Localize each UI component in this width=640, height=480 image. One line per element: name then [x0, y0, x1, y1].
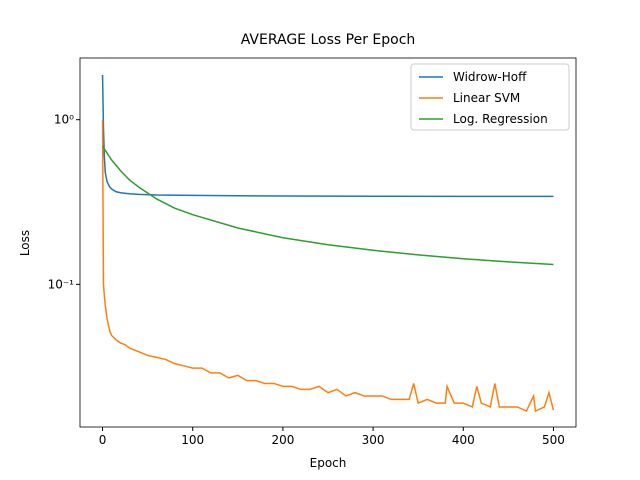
x-tick-label: 400	[452, 433, 475, 447]
x-tick-label: 300	[362, 433, 385, 447]
y-axis-label: Loss	[18, 230, 32, 256]
legend-label: Linear SVM	[453, 91, 520, 105]
y-tick-label: 10⁻¹	[48, 277, 75, 291]
line-series	[101, 119, 555, 413]
y-tick-label: 10⁰	[54, 113, 74, 127]
x-tick-label: 0	[99, 433, 107, 447]
x-tick-label: 100	[181, 433, 204, 447]
chart-title: AVERAGE Loss Per Epoch	[241, 32, 416, 48]
plot-frame	[79, 57, 577, 428]
x-tick-label: 500	[542, 433, 565, 447]
line-series	[101, 145, 554, 266]
legend-label: Widrow-Hoff	[453, 70, 527, 84]
legend-label: Log. Regression	[453, 112, 548, 126]
x-axis-label: Epoch	[310, 456, 347, 470]
line-series	[101, 74, 554, 198]
legend-box	[410, 63, 570, 131]
x-tick-label: 200	[271, 433, 294, 447]
